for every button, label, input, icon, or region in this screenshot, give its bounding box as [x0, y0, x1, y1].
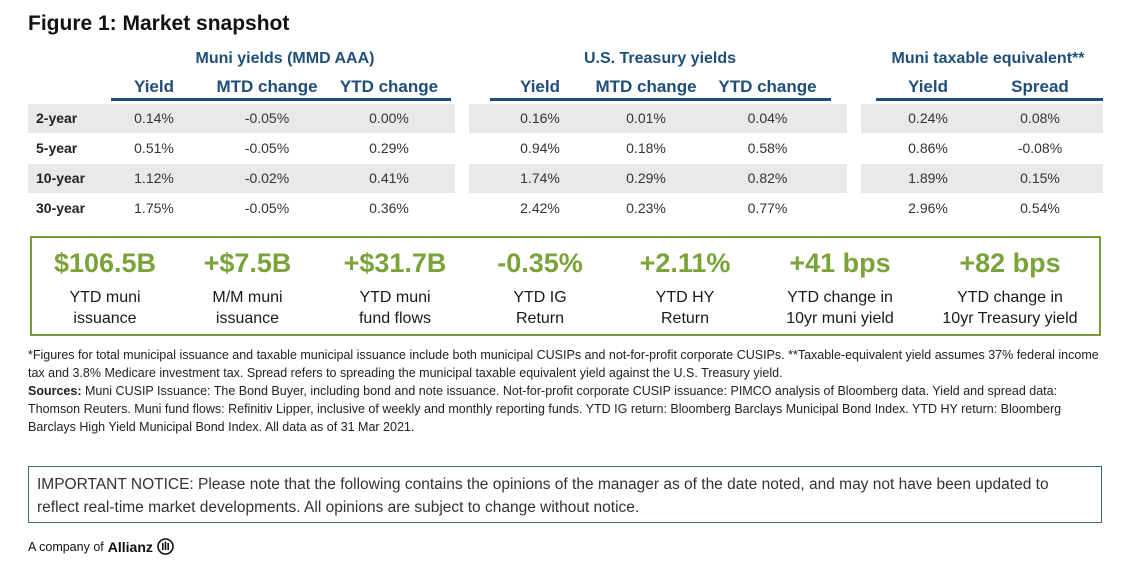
muni-yields-group-title: Muni yields (MMD AAA) [195, 50, 375, 67]
kpi-label: YTD HY [655, 289, 715, 306]
treasury-header-rule [490, 98, 831, 101]
table-cell: 0.14% [134, 110, 174, 126]
table-cell: 0.08% [1020, 110, 1060, 126]
kpi-label: issuance [73, 310, 137, 327]
footer: A company of Allianz [28, 538, 174, 555]
treasury-yields-group-title: U.S. Treasury yields [583, 50, 737, 67]
row-label-2-year: 2-year [36, 110, 78, 126]
kpi-label: Return [515, 310, 565, 327]
table-cell: 1.12% [134, 170, 174, 186]
table-row-band [28, 104, 1103, 133]
table-cell: 0.01% [626, 110, 666, 126]
table-row-band [28, 164, 1103, 193]
allianz-logo-icon [157, 538, 174, 555]
table-cell: 0.86% [908, 140, 948, 156]
table-cell: 0.51% [134, 140, 174, 156]
table-cell: 0.54% [1020, 200, 1060, 216]
table-cell: 0.16% [520, 110, 560, 126]
group-separator [455, 102, 469, 226]
taxable-yield-header: Yield [908, 77, 948, 96]
muni-header-rule [111, 98, 451, 101]
kpi-label: YTD muni [359, 289, 431, 306]
table-cell: 0.15% [1020, 170, 1060, 186]
footnote-text: *Figures for total municipal issuance an… [28, 348, 1099, 380]
kpi-value: +$31.7B [343, 248, 447, 278]
table-cell: 0.24% [908, 110, 948, 126]
kpi-value: +41 bps [789, 248, 891, 278]
kpi-label: M/M muni [212, 289, 283, 306]
kpi-label: fund flows [358, 310, 432, 327]
kpi-value: -0.35% [497, 248, 583, 278]
table-cell: -0.05% [244, 140, 290, 156]
kpi-panel [30, 236, 1101, 336]
muni-yield-header: Yield [134, 77, 174, 96]
treasury-ytd-header: YTD change [718, 77, 817, 96]
table-cell: 0.18% [626, 140, 666, 156]
muni-mtd-header: MTD change [216, 77, 318, 96]
table-cell: -0.02% [244, 170, 290, 186]
table-cell: -0.05% [244, 200, 290, 216]
treasury-mtd-header: MTD change [595, 77, 697, 96]
table-cell: 0.23% [626, 200, 666, 216]
kpi-label: YTD change in [957, 289, 1063, 306]
kpi-value: +82 bps [959, 248, 1061, 278]
taxable-spread-header: Spread [1011, 77, 1069, 96]
table-cell: 1.75% [134, 200, 174, 216]
table-cell: -0.08% [1017, 140, 1063, 156]
table-cell: 0.82% [747, 170, 788, 186]
table-cell: 0.41% [369, 170, 409, 186]
sources-note: Sources: Muni CUSIP Issuance: The Bond B… [28, 382, 1108, 436]
kpi-label: issuance [215, 310, 280, 327]
table-cell: 1.89% [908, 170, 948, 186]
table-cell: 1.74% [520, 170, 560, 186]
kpi-value: +$7.5B [203, 248, 292, 278]
table-cell: 0.29% [369, 140, 409, 156]
table-cell: 0.04% [747, 110, 788, 126]
kpi-label: YTD change in [787, 289, 893, 306]
treasury-yield-header: Yield [520, 77, 560, 96]
group-separator [847, 102, 861, 226]
table-cell: 0.77% [747, 200, 788, 216]
table-cell: 0.36% [369, 200, 409, 216]
table-cell: 0.29% [626, 170, 666, 186]
footer-prefix: A company of [28, 539, 104, 554]
row-label-10-year: 10-year [36, 170, 86, 186]
kpi-label: 10yr Treasury yield [942, 310, 1078, 327]
kpi-label: Return [660, 310, 710, 327]
row-label-30-year: 30-year [36, 200, 86, 216]
table-cell: 2.96% [908, 200, 948, 216]
kpi-label: YTD IG [513, 289, 567, 306]
page-title: Figure 1: Market snapshot [28, 12, 290, 35]
taxable-header-rule [876, 98, 1103, 101]
muni-ytd-header: YTD change [339, 77, 439, 96]
table-cell: 0.94% [520, 140, 560, 156]
sources-label: Sources: [28, 384, 82, 398]
table-cell: -0.05% [244, 110, 290, 126]
table-cell: 0.00% [369, 110, 409, 126]
kpi-value: +2.11% [639, 248, 731, 278]
taxable-equivalent-group-title: Muni taxable equivalent** [891, 50, 1085, 67]
kpi-label: YTD muni [69, 289, 141, 306]
row-label-5-year: 5-year [36, 140, 78, 156]
sources-text: Muni CUSIP Issuance: The Bond Buyer, inc… [28, 384, 1062, 434]
kpi-value: $106.5B [53, 248, 157, 278]
table-cell: 2.42% [520, 200, 560, 216]
brand-name: Allianz [107, 538, 153, 555]
table-cell: 0.58% [747, 140, 788, 156]
kpi-label: 10yr muni yield [786, 310, 894, 327]
important-notice: IMPORTANT NOTICE: Please note that the f… [28, 466, 1102, 523]
